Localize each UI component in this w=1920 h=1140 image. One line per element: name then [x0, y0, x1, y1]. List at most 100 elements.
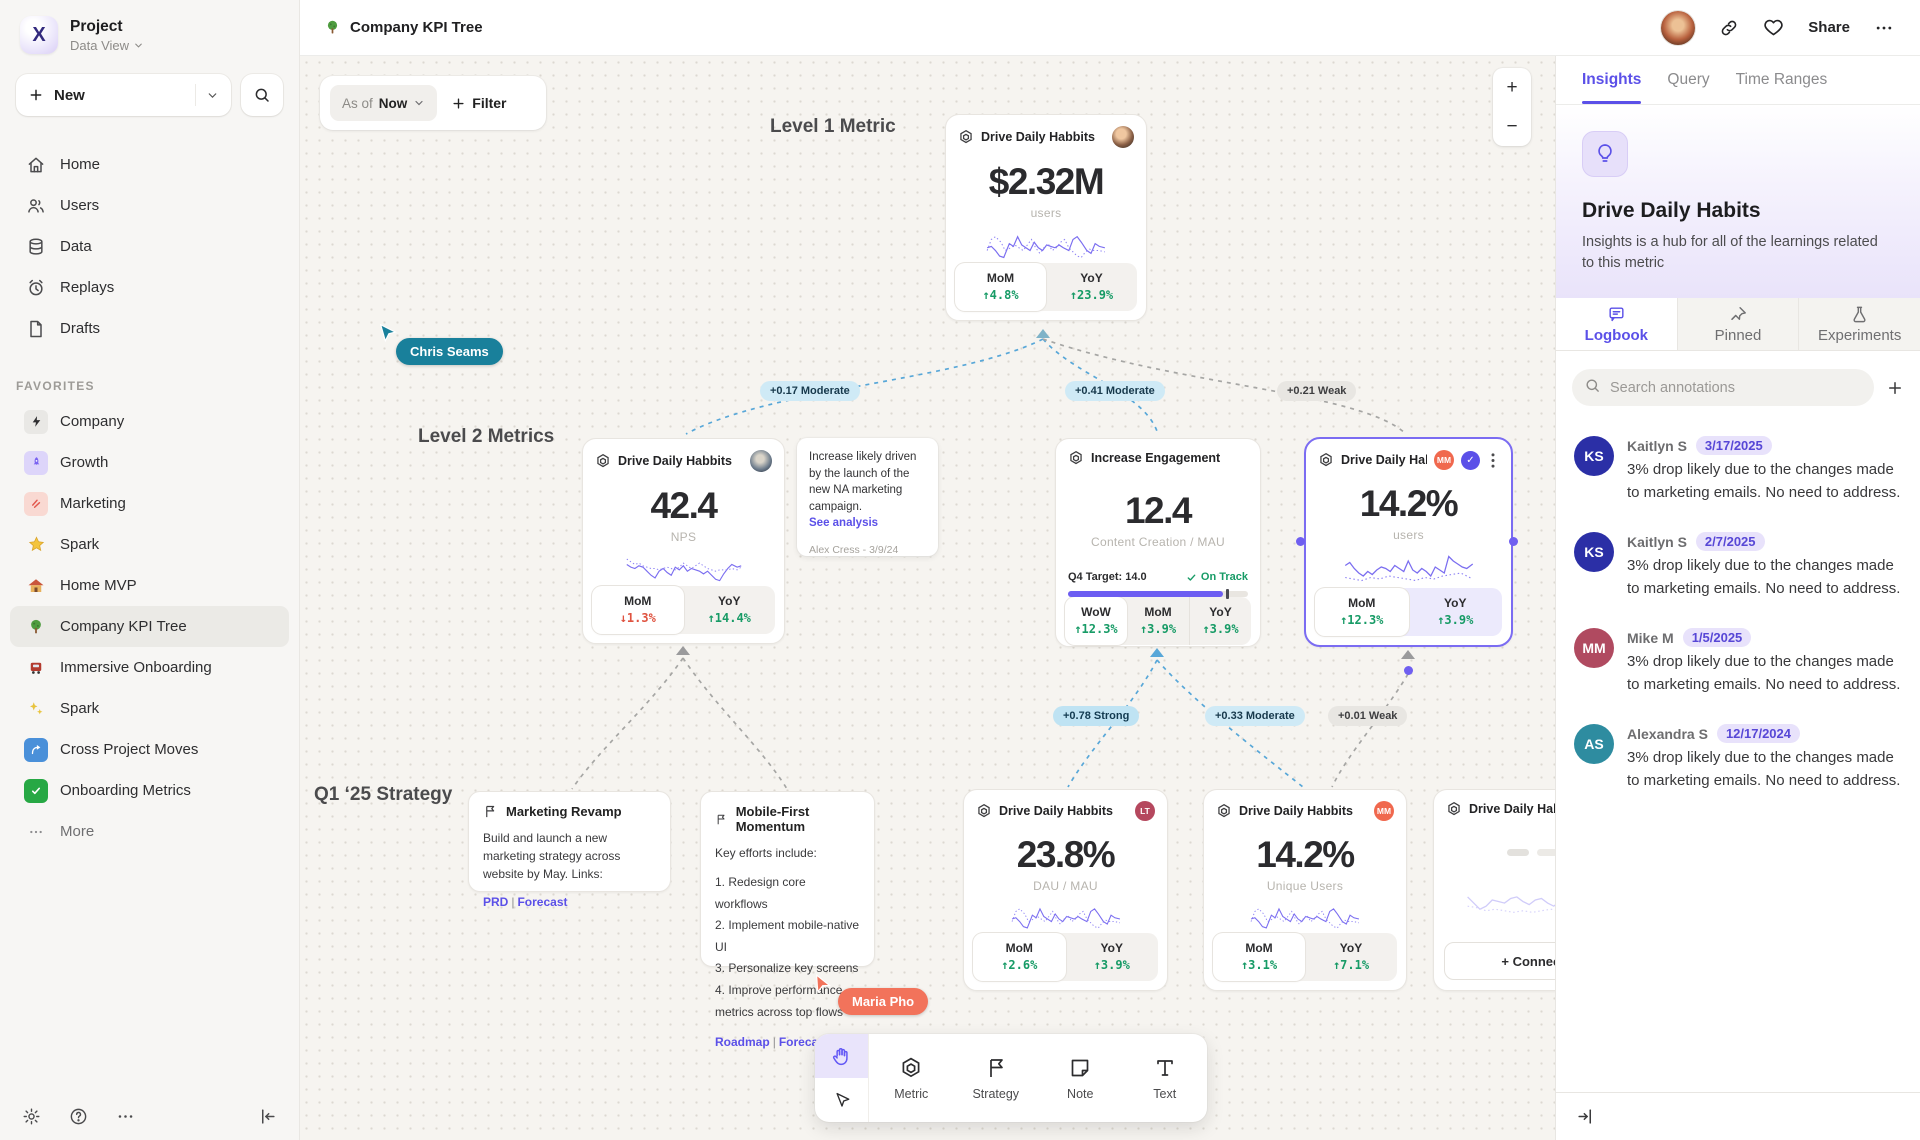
sidebar-item-company-kpi-tree[interactable]: Company KPI Tree [10, 606, 289, 647]
yoy-toggle[interactable]: YoY ↑3.9% [1437, 596, 1474, 627]
annotation-item[interactable]: KS Kaitlyn S 3/17/2025 3% drop likely du… [1574, 436, 1902, 504]
more-menu-icon[interactable] [1874, 18, 1894, 38]
metric-card-selected[interactable]: Drive Daily Habb.. MM ✓ 14.2% users MoM … [1304, 437, 1513, 647]
metric-value: 14.2% [1359, 483, 1459, 524]
pin-icon [1730, 306, 1746, 320]
forecast-link[interactable]: Forecast [517, 895, 568, 909]
tab-time-ranges[interactable]: Time Ranges [1735, 71, 1828, 88]
project-view-selector[interactable]: Data View [70, 38, 144, 53]
zoom-out-button[interactable]: − [1506, 115, 1518, 137]
new-dropdown-button[interactable] [195, 84, 219, 106]
sidebar-item-company[interactable]: Company [10, 401, 289, 442]
mom-toggle[interactable]: MoM ↑3.9% [1139, 605, 1177, 636]
sidebar-item-replays[interactable]: Replays [0, 267, 299, 308]
help-icon[interactable] [69, 1107, 88, 1126]
filter-button[interactable]: Filter [445, 95, 512, 111]
subtab-logbook[interactable]: Logbook [1556, 298, 1677, 351]
database-icon [29, 238, 43, 255]
strategy-card-marketing-revamp[interactable]: Marketing Revamp Build and launch a new … [468, 791, 671, 909]
copy-link-icon[interactable] [1719, 18, 1739, 38]
sidebar-item-marketing[interactable]: Marketing [10, 483, 289, 524]
annotation-item[interactable]: AS Alexandra S 12/17/2024 3% drop likely… [1574, 724, 1902, 792]
see-analysis-link[interactable]: See analysis [809, 516, 879, 529]
more-options-icon[interactable] [116, 1107, 135, 1126]
sidebar-item-home-mvp[interactable]: Home MVP [10, 565, 289, 606]
sidebar-item-spark[interactable]: Spark [10, 524, 289, 565]
as-of-selector[interactable]: As of Now [330, 85, 438, 121]
card-menu-icon[interactable] [1487, 452, 1499, 468]
annotation-item[interactable]: MM Mike M 1/5/2025 3% drop likely due to… [1574, 628, 1902, 696]
annotation-item[interactable]: KS Kaitlyn S 2/7/2025 3% drop likely due… [1574, 532, 1902, 600]
collapse-sidebar-icon[interactable] [258, 1107, 277, 1126]
sidebar-item-cross-project-moves[interactable]: Cross Project Moves [10, 729, 289, 770]
sidebar-item-more[interactable]: More [10, 811, 289, 852]
metric-card-engagement[interactable]: Increase Engagement 12.4 Content Creatio… [1055, 438, 1261, 647]
text-tool[interactable]: Text [1123, 1034, 1208, 1122]
user-avatar[interactable] [1661, 10, 1696, 45]
annotation-search-input[interactable] [1572, 369, 1874, 407]
roadmap-link[interactable]: Roadmap [715, 1035, 770, 1050]
add-annotation-button[interactable] [1886, 379, 1904, 397]
mom-toggle[interactable]: MoM ↓1.3% [592, 586, 684, 634]
sidebar-item-onboarding-metrics[interactable]: Onboarding Metrics [10, 770, 289, 811]
tab-insights[interactable]: Insights [1582, 56, 1642, 104]
wow-toggle[interactable]: WoW ↑12.3% [1065, 597, 1127, 645]
sidebar-item-home[interactable]: Home [0, 144, 299, 185]
metric-card-dau-mau[interactable]: Drive Daily Habbits LT 23.8% DAU / MAU M… [963, 789, 1168, 991]
search-button[interactable] [241, 74, 283, 116]
tab-query[interactable]: Query [1667, 71, 1710, 88]
yoy-toggle[interactable]: YoY ↑23.9% [1069, 271, 1114, 302]
selection-handle[interactable] [1296, 537, 1305, 546]
metric-tool[interactable]: Metric [869, 1034, 954, 1122]
placeholder-bars [1434, 849, 1555, 856]
sidebar-item-spark-2[interactable]: Spark [10, 688, 289, 729]
strategy-card-mobile-first[interactable]: Mobile-First Momentum Key efforts includ… [700, 791, 875, 1049]
mom-toggle[interactable]: MoM ↑2.6% [973, 933, 1066, 981]
sidebar-item-users[interactable]: Users [0, 185, 299, 226]
workspace-logo: X [20, 16, 58, 54]
strategy-tool[interactable]: Strategy [954, 1034, 1039, 1122]
mom-toggle[interactable]: MoM ↑12.3% [1315, 588, 1409, 636]
yoy-toggle[interactable]: YoY ↑7.1% [1332, 941, 1370, 972]
subtab-experiments[interactable]: Experiments [1798, 298, 1920, 351]
selection-handle[interactable] [1404, 666, 1413, 675]
sidebar-item-data[interactable]: Data [0, 226, 299, 267]
metric-card-nps[interactable]: Drive Daily Habbits 42.4 NPS MoM ↓1.3% Y… [582, 438, 785, 644]
prd-link[interactable]: PRD [483, 895, 509, 909]
mom-toggle[interactable]: MoM ↑3.1% [1213, 933, 1305, 981]
project-switcher[interactable]: X Project Data View [0, 0, 299, 68]
ellipsis-icon [24, 820, 48, 844]
metric-card-connect[interactable]: Drive Daily Habbits + Connect [1433, 789, 1555, 991]
note-tool[interactable]: Note [1038, 1034, 1123, 1122]
annotation-search[interactable] [1572, 369, 1874, 407]
new-button[interactable]: New [16, 74, 231, 116]
settings-gear-icon[interactable] [22, 1107, 41, 1126]
kpi-tree-canvas[interactable]: As of Now Filter + − Level 1 Metric Leve… [300, 56, 1555, 1140]
brush-strokes-icon [24, 491, 48, 516]
sidebar-item-immersive-onboarding[interactable]: Immersive Onboarding [10, 647, 289, 688]
favorite-heart-icon[interactable] [1763, 17, 1784, 38]
yoy-toggle[interactable]: YoY ↑3.9% [1189, 597, 1251, 645]
yoy-toggle[interactable]: YoY ↑14.4% [707, 594, 751, 625]
yoy-toggle[interactable]: YoY ↑3.9% [1093, 941, 1130, 972]
annotation-note-card[interactable]: Increase likely driven by the launch of … [797, 438, 938, 556]
metric-card-unique-users[interactable]: Drive Daily Habbits MM 14.2% Unique User… [1203, 789, 1407, 991]
sidebar-item-drafts[interactable]: Drafts [0, 308, 299, 349]
zoom-in-button[interactable]: + [1506, 76, 1518, 98]
metric-unit: users [1030, 206, 1062, 220]
metric-hexagon-icon [1070, 451, 1082, 465]
collapse-panel-icon[interactable] [1576, 1107, 1595, 1126]
metric-card-level1[interactable]: Drive Daily Habbits $2.32M users MoM ↑4.… [945, 114, 1147, 321]
level1-label: Level 1 Metric [770, 116, 896, 137]
sidebar-item-growth[interactable]: Growth [10, 442, 289, 483]
mom-toggle[interactable]: MoM ↑4.8% [955, 263, 1046, 311]
pan-hand-tool[interactable] [815, 1034, 868, 1078]
select-cursor-tool[interactable] [815, 1078, 868, 1122]
selection-handle[interactable] [1509, 537, 1518, 546]
share-button[interactable]: Share [1808, 19, 1850, 36]
subtab-pinned[interactable]: Pinned [1676, 298, 1799, 351]
connect-button[interactable]: + Connect [1444, 942, 1555, 980]
chevron-down-icon [208, 92, 217, 98]
house-icon [24, 574, 48, 598]
sparkles-icon [24, 697, 48, 721]
